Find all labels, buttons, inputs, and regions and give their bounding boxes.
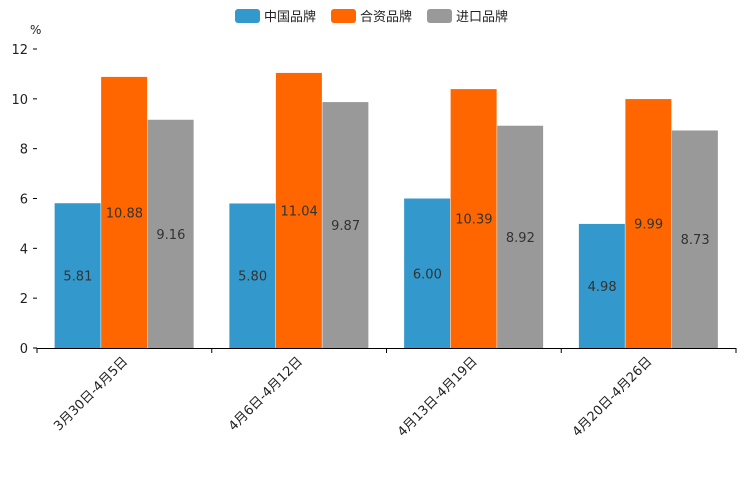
- legend-swatch: [427, 9, 452, 23]
- bar: [275, 72, 322, 349]
- bar-value-label: 9.87: [331, 219, 360, 234]
- bar-value-label: 5.80: [238, 270, 267, 285]
- x-tick-label: 4月13日-4月19日: [395, 354, 481, 440]
- bar-value-label: 10.88: [106, 206, 143, 221]
- bar: [322, 102, 369, 348]
- y-tick-label: 2: [20, 292, 28, 307]
- bar-value-label: 5.81: [63, 270, 92, 285]
- legend-swatch: [331, 9, 356, 23]
- bar: [229, 203, 276, 348]
- x-tick-label: 4月20日-4月26日: [570, 354, 656, 440]
- bar-value-label: 9.99: [634, 218, 663, 233]
- y-tick-label: 6: [20, 193, 28, 208]
- legend: 中国品牌 合资品牌 进口品牌: [235, 9, 508, 25]
- bar-value-label: 9.16: [156, 228, 185, 243]
- y-tick-label: 4: [20, 242, 28, 257]
- y-tick-label: 10: [11, 93, 28, 108]
- bar: [54, 203, 101, 348]
- x-tick-label: 4月6日-4月12日: [226, 354, 306, 434]
- bar: [404, 198, 451, 348]
- bar-value-label: 4.98: [588, 280, 617, 295]
- bar-value-label: 10.39: [455, 213, 492, 228]
- bar: [578, 223, 625, 348]
- bars: [54, 72, 718, 349]
- y-axis: 0 2 4 6 8 10 12: [11, 43, 37, 357]
- bar-value-label: 8.92: [506, 231, 535, 246]
- bar-value-label: 8.73: [681, 233, 710, 248]
- bar-value-label: 11.04: [281, 204, 318, 219]
- legend-swatch: [235, 9, 260, 23]
- bar: [147, 119, 194, 348]
- y-tick-label: 0: [20, 342, 28, 357]
- legend-item: 中国品牌: [235, 9, 316, 25]
- bar: [671, 130, 718, 348]
- legend-label: 合资品牌: [360, 9, 412, 25]
- x-axis: 3月30日-4月5日 4月6日-4月12日 4月13日-4月19日 4月20日-4月2…: [36, 348, 737, 440]
- bar: [625, 99, 672, 349]
- bar-value-label: 6.00: [413, 267, 442, 282]
- y-axis-unit-label: %: [30, 23, 41, 37]
- legend-label: 中国品牌: [264, 9, 316, 25]
- bar: [450, 89, 497, 348]
- bar: [497, 125, 544, 348]
- legend-item: 合资品牌: [331, 9, 412, 25]
- data-labels: 5.81 5.80 6.00 4.98 10.88 11.04 10.39 9.99 9.16 9…: [63, 204, 709, 294]
- x-tick-label: 3月30日-4月5日: [51, 354, 131, 434]
- bar: [101, 76, 148, 348]
- legend-label: 进口品牌: [456, 9, 508, 25]
- y-tick-label: 8: [20, 143, 28, 158]
- legend-item: 进口品牌: [427, 9, 508, 25]
- y-tick-label: 12: [11, 43, 28, 58]
